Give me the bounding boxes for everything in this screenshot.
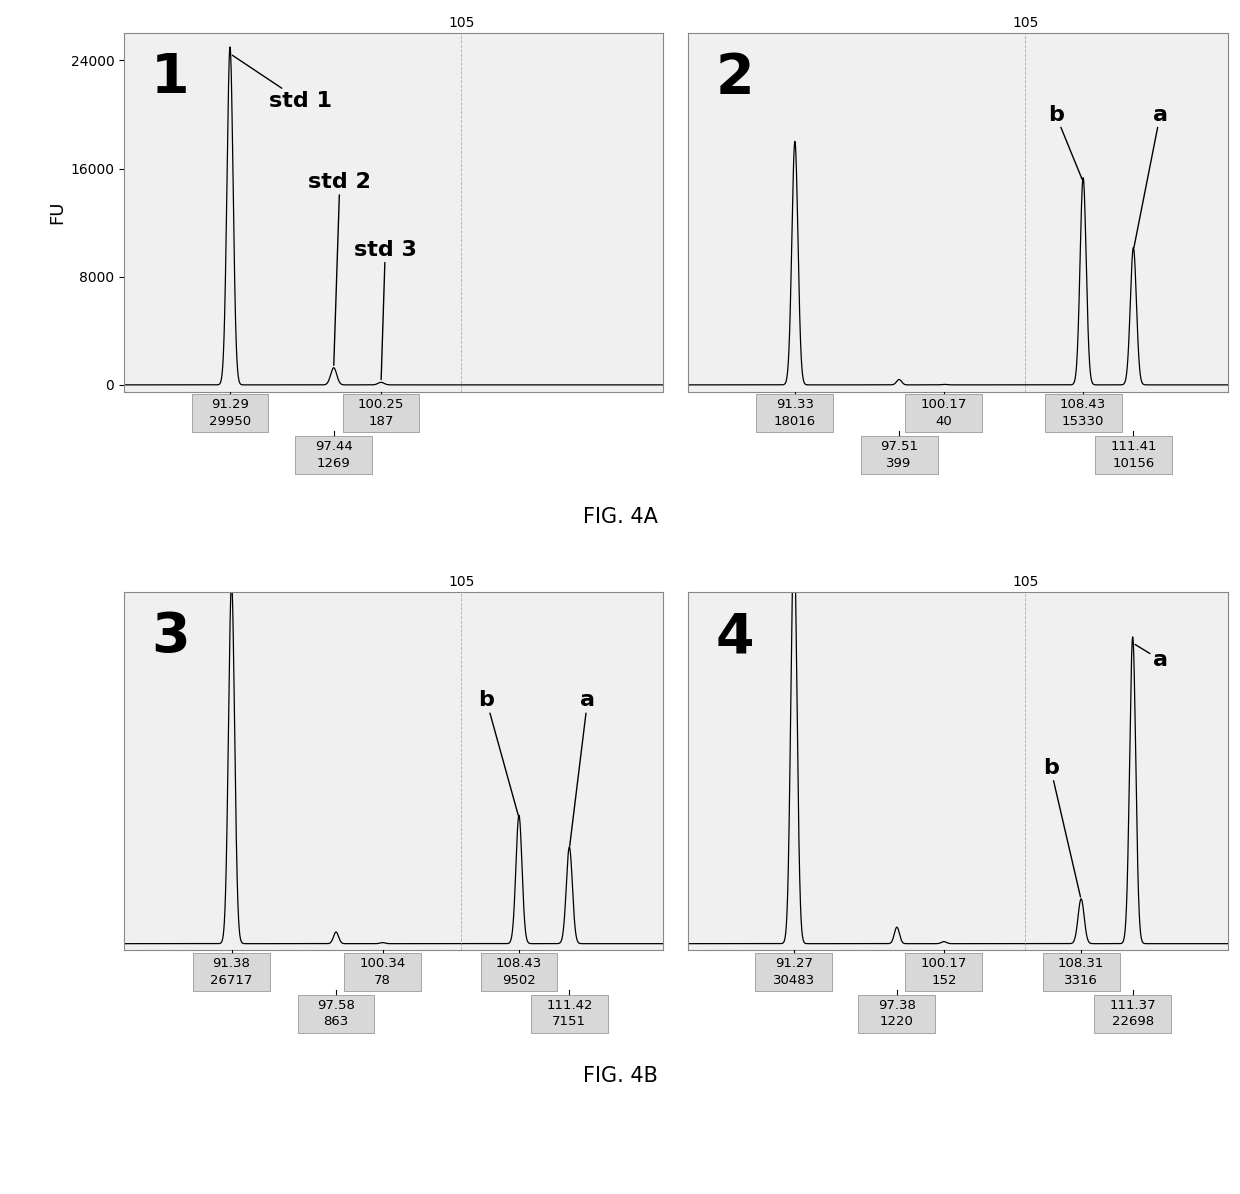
Text: 100.25: 100.25 xyxy=(358,399,404,412)
Text: 91.27: 91.27 xyxy=(775,958,813,971)
Text: 3: 3 xyxy=(151,610,190,664)
Text: 78: 78 xyxy=(374,973,391,986)
Text: 7151: 7151 xyxy=(552,1015,587,1028)
Text: 105: 105 xyxy=(448,16,475,30)
Text: 1220: 1220 xyxy=(880,1015,914,1028)
Text: 108.31: 108.31 xyxy=(1058,958,1105,971)
Text: 4: 4 xyxy=(715,610,754,664)
Y-axis label: FU: FU xyxy=(48,201,66,224)
Text: 91.29: 91.29 xyxy=(211,399,249,412)
Text: 105: 105 xyxy=(1012,574,1039,589)
Text: 3316: 3316 xyxy=(1064,973,1099,986)
Text: 97.58: 97.58 xyxy=(317,999,355,1013)
Text: 863: 863 xyxy=(324,1015,348,1028)
Text: a: a xyxy=(1135,645,1168,670)
Text: 105: 105 xyxy=(448,574,475,589)
Text: 108.43: 108.43 xyxy=(1060,399,1106,412)
Text: 26717: 26717 xyxy=(211,973,253,986)
Text: 100.34: 100.34 xyxy=(360,958,405,971)
Text: b: b xyxy=(479,690,518,816)
Text: 30483: 30483 xyxy=(773,973,815,986)
Text: b: b xyxy=(1048,105,1083,179)
Text: 97.38: 97.38 xyxy=(878,999,916,1013)
Text: 91.33: 91.33 xyxy=(776,399,813,412)
Text: 22698: 22698 xyxy=(1111,1015,1153,1028)
Text: 152: 152 xyxy=(931,973,956,986)
Text: a: a xyxy=(1133,105,1168,247)
Text: 91.38: 91.38 xyxy=(212,958,250,971)
Text: 100.17: 100.17 xyxy=(921,958,967,971)
Text: 111.37: 111.37 xyxy=(1110,999,1156,1013)
Text: 1: 1 xyxy=(151,51,190,105)
Text: 399: 399 xyxy=(887,456,911,469)
Text: 97.44: 97.44 xyxy=(315,441,352,454)
Text: 15330: 15330 xyxy=(1061,414,1105,427)
Text: FIG. 4A: FIG. 4A xyxy=(583,507,657,527)
Text: 100.17: 100.17 xyxy=(921,399,967,412)
Text: 105: 105 xyxy=(1012,16,1039,30)
Text: 40: 40 xyxy=(935,414,952,427)
Text: 2: 2 xyxy=(715,51,754,105)
Text: 10156: 10156 xyxy=(1112,456,1154,469)
Text: 9502: 9502 xyxy=(502,973,536,986)
Text: a: a xyxy=(569,690,595,847)
Text: b: b xyxy=(1043,758,1080,897)
Text: 187: 187 xyxy=(368,414,394,427)
Text: 1269: 1269 xyxy=(316,456,351,469)
Text: FIG. 4B: FIG. 4B xyxy=(583,1066,657,1085)
Text: std 1: std 1 xyxy=(232,55,332,111)
Text: std 3: std 3 xyxy=(353,240,417,380)
Text: 97.51: 97.51 xyxy=(880,441,918,454)
Text: 29950: 29950 xyxy=(210,414,250,427)
Text: 108.43: 108.43 xyxy=(496,958,542,971)
Text: 18016: 18016 xyxy=(774,414,816,427)
Text: 111.42: 111.42 xyxy=(546,999,593,1013)
Text: 111.41: 111.41 xyxy=(1110,441,1157,454)
Text: std 2: std 2 xyxy=(309,172,371,365)
